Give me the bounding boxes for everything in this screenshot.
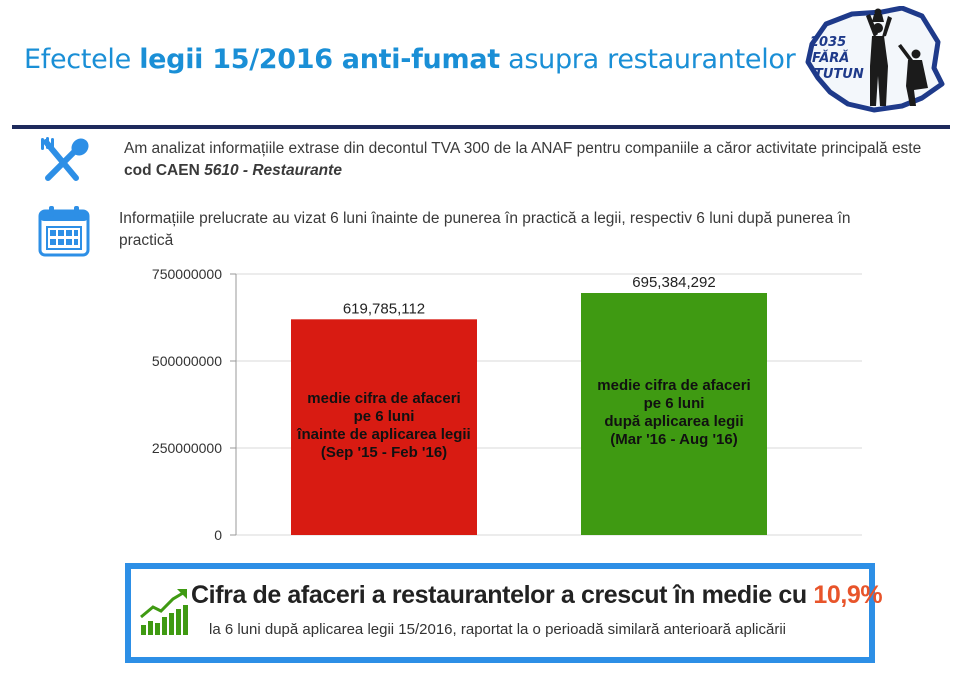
summary-callout: Cifra de afaceri a restaurantelor a cres… [125, 563, 883, 663]
campaign-logo: 2035 FĂRĂ TUTUN [805, 6, 945, 113]
calendar-icon [38, 206, 90, 257]
y-tick-label: 500000000 [152, 353, 222, 369]
bar-text-line: pe 6 luni [644, 395, 705, 412]
callout-subline: la 6 luni după aplicarea legii 15/2016, … [209, 621, 787, 638]
info-text-1: Am analizat informațiile extrase din dec… [124, 140, 922, 179]
bar-text-line: medie cifra de afaceri [307, 390, 460, 407]
bar [291, 319, 477, 535]
bar-text-line: medie cifra de afaceri [597, 377, 750, 394]
bar-text-line: înainte de aplicarea legii [296, 426, 470, 443]
header-divider [12, 125, 950, 129]
growth-percentage: 10,9% [813, 581, 883, 609]
data-label: 695,384,292 [632, 274, 715, 291]
category-label: (Mar '16 - Aug '16) [610, 431, 737, 448]
title-post: asupra restaurantelor [499, 44, 796, 75]
category-label: (Sep '15 - Feb '16) [321, 444, 447, 461]
bar [581, 293, 767, 535]
bar-text-line: pe 6 luni [354, 408, 415, 425]
callout-headline: Cifra de afaceri a restaurantelor a cres… [191, 581, 883, 609]
y-tick-label: 750000000 [152, 266, 222, 282]
logo-line-2: FĂRĂ [812, 50, 849, 66]
growth-chart-icon [140, 589, 188, 635]
info-text-2: Informațiile prelucrate au vizat 6 luni … [119, 210, 851, 249]
logo-line-3: TUTUN [814, 67, 864, 82]
page-title: Efectele legii 15/2016 anti-fumat asupra… [24, 44, 796, 75]
family-silhouette-icon [866, 8, 928, 106]
logo-line-1: 2035 [810, 35, 846, 50]
y-tick-label: 250000000 [152, 440, 222, 456]
data-label: 619,785,112 [343, 300, 425, 317]
y-tick-label: 0 [214, 527, 222, 543]
bar-text-line: după aplicarea legii [604, 413, 743, 430]
title-pre: Efectele [24, 44, 140, 75]
cutlery-icon [41, 137, 89, 181]
revenue-bar-chart: 0 250000000 500000000 750000000 619,785,112 m… [152, 266, 862, 543]
title-bold: legii 15/2016 anti-fumat [139, 44, 500, 75]
